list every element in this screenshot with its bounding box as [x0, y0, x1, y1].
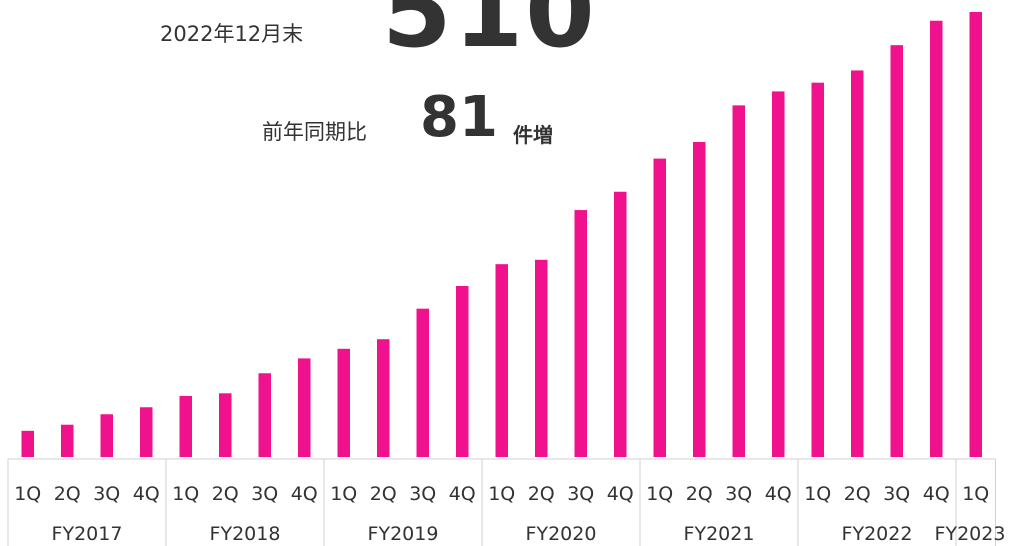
bar-14	[535, 259, 548, 457]
x-tick-label: 3Q	[409, 483, 436, 505]
yoy-label: 前年同期比	[262, 120, 367, 144]
bar-23	[890, 45, 903, 457]
x-group-label: FY2019	[368, 523, 439, 545]
total-value: 510	[382, 0, 597, 70]
x-tick-label: 3Q	[567, 483, 594, 505]
bar-10	[377, 339, 390, 457]
bar-18	[693, 142, 706, 457]
bar-2	[61, 424, 74, 457]
x-tick-label: 3Q	[883, 483, 910, 505]
x-tick-label: 2Q	[212, 483, 239, 505]
x-group-label: FY2017	[52, 523, 123, 545]
bar-6	[219, 393, 232, 457]
x-tick-label: 1Q	[962, 483, 989, 505]
bar-21	[811, 82, 824, 458]
bar-16	[614, 191, 627, 457]
bar-13	[495, 264, 508, 457]
x-tick-label: 4Q	[607, 483, 634, 505]
bar-8	[298, 358, 311, 457]
x-tick-label: 1Q	[330, 483, 357, 505]
x-tick-label: 2Q	[686, 483, 713, 505]
bar-15	[574, 210, 587, 457]
bar-4	[140, 407, 153, 457]
bar-20	[772, 91, 785, 458]
x-group-label: FY2022	[842, 523, 913, 545]
yoy-value: 81	[420, 85, 498, 150]
x-tick-label: 1Q	[488, 483, 515, 505]
x-tick-label: 4Q	[291, 483, 318, 505]
date-label: 2022年12月末	[160, 22, 304, 46]
bar-19	[732, 105, 745, 458]
bar-5	[179, 395, 192, 457]
x-tick-label: 2Q	[54, 483, 81, 505]
x-group-label: FY2020	[526, 523, 597, 545]
bar-25	[969, 12, 982, 457]
x-tick-label: 4Q	[133, 483, 160, 505]
yoy-unit: 件増	[513, 123, 553, 147]
x-group-label: FY2021	[684, 523, 755, 545]
x-tick-label: 4Q	[923, 483, 950, 505]
bar-17	[653, 158, 666, 457]
bar-11	[416, 308, 429, 457]
x-tick-label: 2Q	[844, 483, 871, 505]
bar-12	[456, 285, 469, 457]
bar-3	[100, 414, 113, 457]
x-tick-label: 3Q	[251, 483, 278, 505]
x-tick-label: 3Q	[93, 483, 120, 505]
bar-9	[337, 348, 350, 457]
bar-7	[258, 373, 271, 457]
x-tick-label: 4Q	[449, 483, 476, 505]
x-tick-label: 2Q	[528, 483, 555, 505]
bar-24	[930, 20, 943, 457]
bar-22	[851, 70, 864, 458]
x-group-label: FY2023	[935, 523, 1006, 545]
x-tick-label: 1Q	[646, 483, 673, 505]
x-group-label: FY2018	[210, 523, 281, 545]
bars-group	[21, 12, 982, 458]
x-tick-label: 1Q	[172, 483, 199, 505]
x-tick-label: 2Q	[370, 483, 397, 505]
x-tick-label: 1Q	[14, 483, 41, 505]
x-tick-label: 3Q	[725, 483, 752, 505]
x-tick-label: 1Q	[804, 483, 831, 505]
bar-1	[21, 430, 34, 457]
x-axis: 1Q 2Q 3Q 4Q 1Q 2Q 3Q 4Q 1Q 2Q 3Q 4Q 1Q 2Q 3Q 4Q 1Q 2Q 3Q 4Q…	[7, 458, 1006, 546]
x-tick-label: 4Q	[765, 483, 792, 505]
